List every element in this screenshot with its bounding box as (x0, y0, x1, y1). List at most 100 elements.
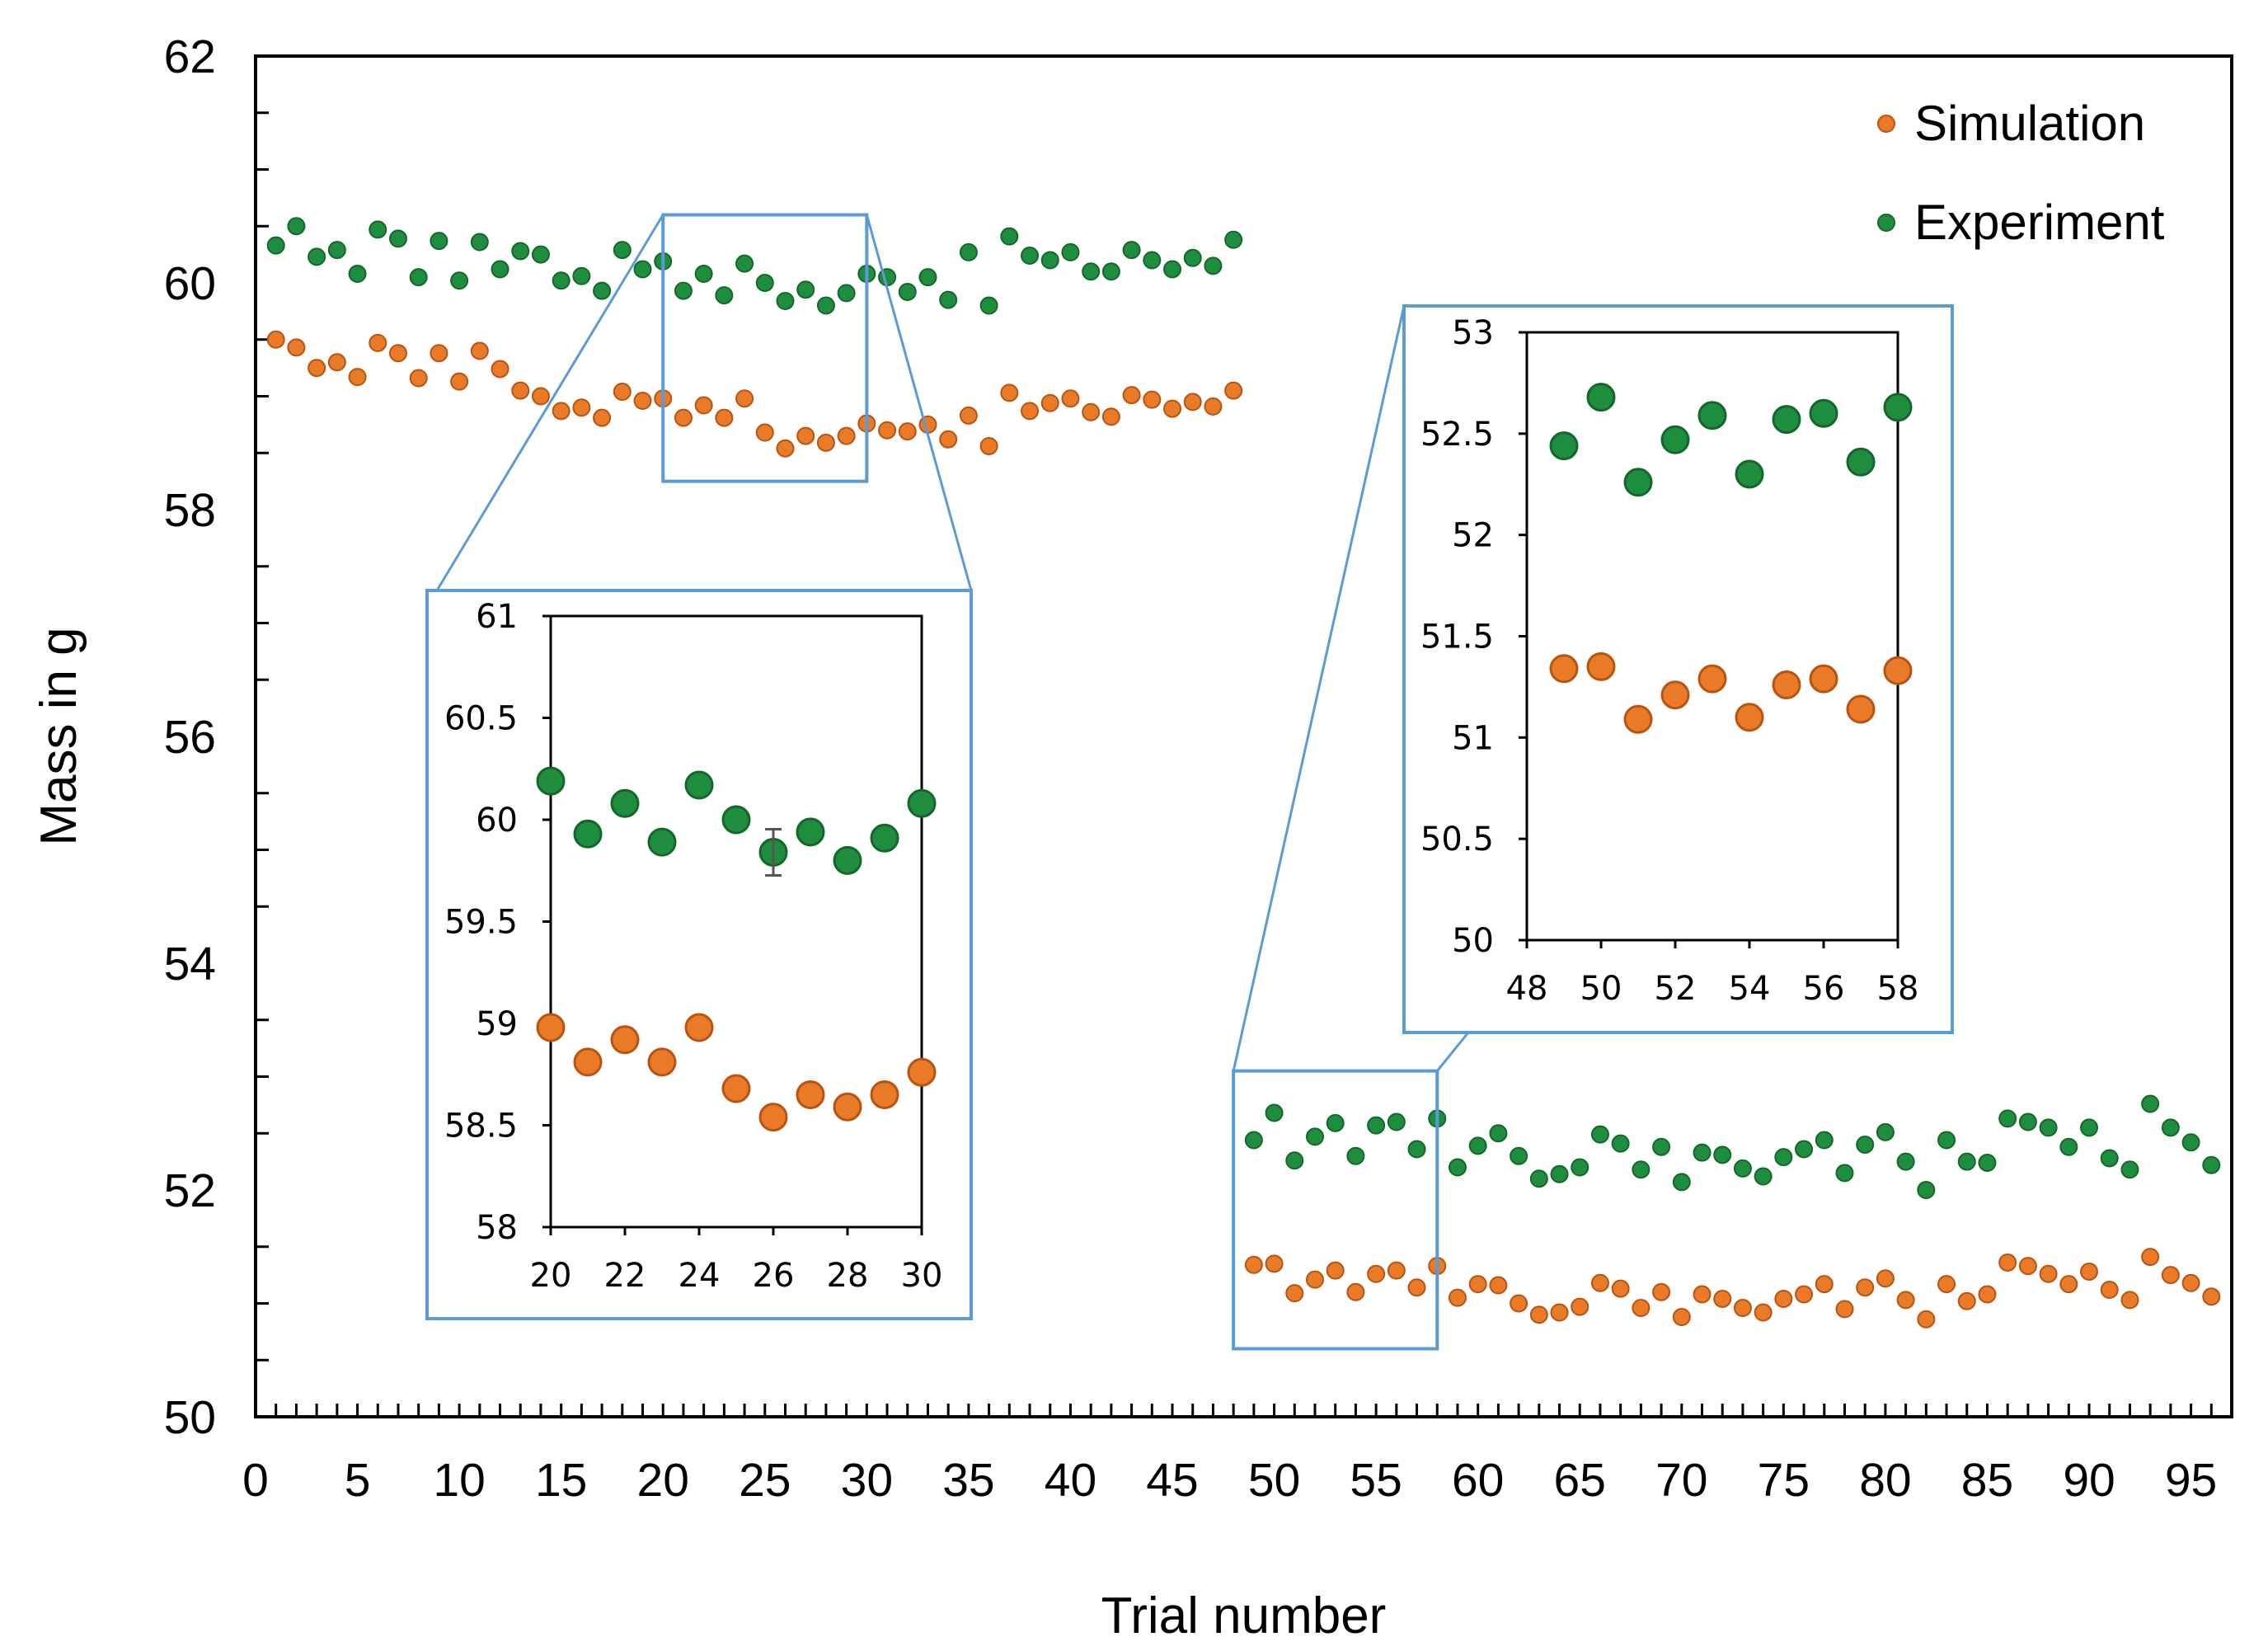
simulation-point (1876, 1269, 1895, 1288)
simulation-point (959, 406, 978, 425)
inset-right-experiment-point (1735, 459, 1764, 489)
x-tick-label: 75 (1758, 1454, 1810, 1507)
inset-right-y-tick-label: 50 (1452, 922, 1494, 960)
x-tick-label: 90 (2063, 1454, 2115, 1507)
experiment-point (572, 266, 591, 285)
simulation-point (1387, 1261, 1406, 1280)
experiment-point (1224, 230, 1243, 249)
simulation-point (2202, 1287, 2221, 1306)
experiment-point (1061, 242, 1080, 261)
experiment-point (1937, 1131, 1956, 1150)
experiment-point (2141, 1094, 2160, 1113)
inset-left-simulation-point (573, 1047, 603, 1077)
x-tick-label: 50 (1248, 1454, 1300, 1507)
experiment-point (2080, 1118, 2099, 1137)
inset-left-experiment-point (833, 845, 862, 875)
experiment-point (2181, 1133, 2200, 1152)
experiment-point (939, 290, 958, 309)
x-tick-label: 20 (637, 1454, 689, 1507)
inset-right-y-tick-label: 53 (1452, 314, 1494, 352)
inset-left-experiment-point (647, 827, 677, 857)
experiment-point (511, 242, 530, 261)
simulation-point (1856, 1278, 1875, 1297)
simulation-point (2039, 1264, 2058, 1283)
experiment-point (1571, 1158, 1589, 1177)
inset-left-y-tick-label: 58 (476, 1209, 518, 1247)
legend-simulation-label: Simulation (1914, 96, 2145, 151)
simulation-point (1733, 1299, 1752, 1317)
inset-left-simulation-point (833, 1092, 862, 1122)
simulation-point (2181, 1273, 2200, 1292)
experiment-point (388, 229, 407, 248)
inset-left-x-tick-label: 24 (679, 1257, 721, 1295)
legend-experiment-marker (1877, 214, 1895, 232)
simulation-point (1917, 1310, 1936, 1329)
simulation-point (1571, 1297, 1589, 1316)
simulation-point (1652, 1282, 1671, 1301)
inset-right-experiment-point (1586, 383, 1616, 412)
experiment-point (2100, 1149, 2119, 1168)
experiment-point (470, 233, 489, 252)
experiment-point (1652, 1137, 1671, 1156)
inset-left-simulation-point (870, 1080, 899, 1109)
inset-right-simulation-point (1549, 654, 1579, 684)
simulation-point (1285, 1284, 1304, 1303)
inset-left-y-tick-label: 60 (476, 802, 518, 840)
legend-experiment-label: Experiment (1914, 195, 2165, 250)
experiment-point (450, 271, 469, 290)
experiment-point (1835, 1164, 1854, 1183)
simulation-point (2059, 1275, 2078, 1294)
inset-left-x-tick-label: 22 (604, 1257, 646, 1295)
simulation-point (1305, 1270, 1324, 1289)
x-tick-label: 55 (1350, 1454, 1402, 1507)
inset-left-x-tick-label: 28 (827, 1257, 869, 1295)
experiment-point (2120, 1160, 2139, 1179)
simulation-point (1122, 386, 1141, 405)
y-tick-label: 52 (164, 1164, 216, 1217)
inset-left-experiment-point (684, 770, 714, 800)
experiment-point (1082, 262, 1101, 281)
experiment-point (918, 268, 937, 287)
simulation-point (1529, 1305, 1548, 1324)
experiment-point (898, 283, 917, 301)
experiment-point (633, 260, 652, 279)
x-tick-label: 80 (1859, 1454, 1911, 1507)
experiment-point (979, 296, 998, 315)
simulation-point (1224, 381, 1243, 400)
simulation-point (1550, 1303, 1569, 1322)
experiment-point (409, 268, 428, 287)
simulation-point (1082, 402, 1101, 421)
simulation-point (1061, 389, 1080, 408)
experiment-point (1611, 1134, 1630, 1153)
experiment-point (531, 245, 550, 264)
inset-right: 50 50.5 51 51.5 52 52.5 53 48 50 52 54 56 58 (1402, 304, 1954, 1034)
experiment-point (1815, 1131, 1834, 1150)
simulation-point (2120, 1291, 2139, 1310)
inset-right-y-tick-label: 51.5 (1420, 619, 1494, 656)
simulation-point (613, 383, 632, 401)
simulation-point (1510, 1294, 1528, 1313)
experiment-point (1876, 1122, 1895, 1141)
simulation-point (1183, 393, 1202, 412)
experiment-point (1510, 1146, 1528, 1165)
experiment-point (430, 232, 448, 251)
experiment-point (1122, 241, 1141, 260)
zoom-region-left (661, 213, 869, 483)
inset-left-simulation-point (796, 1080, 825, 1109)
experiment-point (308, 247, 326, 266)
simulation-point (1795, 1285, 1814, 1304)
experiment-point (1265, 1103, 1284, 1122)
inset-left-x-tick-label: 26 (753, 1257, 795, 1295)
simulation-point (2018, 1257, 2037, 1276)
inset-right-simulation-point (1809, 664, 1838, 694)
experiment-point (1856, 1136, 1875, 1154)
simulation-point (1998, 1254, 2017, 1272)
zoom-connector-left (435, 214, 664, 591)
simulation-point (1000, 383, 1019, 402)
y-tick-label: 54 (164, 938, 216, 990)
inset-right-simulation-point (1697, 664, 1727, 694)
inset-right-simulation-point (1586, 651, 1616, 681)
inset-right-y-tick-label: 50.5 (1420, 821, 1494, 858)
inset-left-y-tick-label: 59.5 (444, 904, 518, 942)
inset-left-simulation-point (610, 1025, 640, 1055)
